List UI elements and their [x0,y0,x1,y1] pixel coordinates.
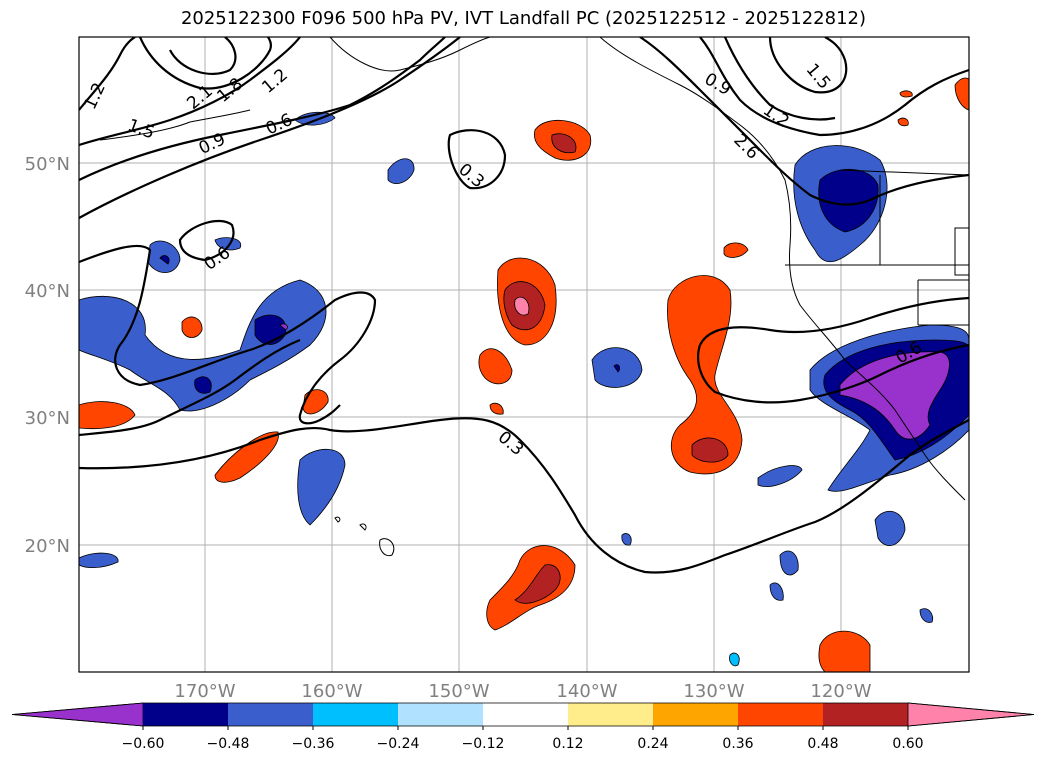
pv-blob [769,582,784,601]
pv-blob [489,402,504,415]
pv-blob [897,117,909,127]
pv-blob [954,77,969,111]
pv-blob [874,510,906,546]
lat-label: 50°N [25,154,70,175]
colorbar-segment [313,703,398,726]
pv-blob [621,533,632,546]
lon-label: 150°W [428,681,489,702]
pv-blob [302,389,329,415]
colorbar-tick-label: −0.24 [377,736,420,752]
colorbar-segment [823,703,908,726]
colorbar-tick-label: 0.24 [637,736,668,752]
lat-label: 30°N [25,408,70,429]
lon-label: 130°W [683,681,744,702]
colorbar-tick-label: −0.60 [122,736,165,752]
pv-contours [79,37,969,574]
colorbar-segment [228,703,313,726]
pv-blob [254,314,287,345]
colorbar-segment [653,703,738,726]
pv-blob [691,437,729,463]
pv-blob [779,550,799,576]
pv-blob [387,158,415,184]
pv-blob [613,364,621,373]
contour-label: 0.6 [263,110,296,140]
lon-label: 170°W [174,681,235,702]
contour-label: 2.6 [729,130,762,163]
pv-blob [214,431,279,483]
pv-blob [919,608,934,623]
colorbar-tick-label: −0.48 [207,736,250,752]
contour-label: 1.2 [80,80,110,113]
pv-blob [818,168,879,233]
colorbar-tick-label: −0.36 [292,736,335,752]
pv-blob [899,90,913,98]
lat-label: 20°N [25,536,70,557]
lon-label: 160°W [301,681,362,702]
colorbar-extend-max [907,702,1035,727]
contour-label: 0.3 [494,427,528,460]
lat-labels: 50°N 40°N 30°N 20°N [25,154,70,557]
pv-blob [159,255,170,265]
pv-blob [839,351,950,440]
pv-blob [667,275,743,475]
colorbar-segment [143,703,228,726]
colorbar-segment [738,703,823,726]
colorbar-ticks: −0.60 −0.48 −0.36 −0.24 −0.12 0.12 0.24 0.36 0.4… [122,726,924,752]
colorbar [11,702,1035,727]
pv-blob [279,323,288,331]
pv-negative-anomalies [79,111,969,667]
pv-blob [194,376,212,394]
pv-blob [478,348,513,385]
pv-blob [79,279,327,412]
colorbar-tick-label: 0.60 [892,736,923,752]
pv-blob [729,652,740,667]
pv-blob [514,564,561,604]
lon-label: 120°W [810,681,871,702]
pv-blob [723,242,749,258]
lon-labels: 170°W 160°W 150°W 140°W 130°W 120°W [174,681,871,702]
pv-positive-anomalies [79,77,969,672]
pv-blob [181,316,203,338]
colorbar-tick-label: −0.12 [462,736,505,752]
colorbar-tick-label: 0.48 [807,736,838,752]
pv-blob [79,401,136,430]
colorbar-segment [568,703,653,726]
pv-blob [551,133,577,154]
contour-label: 1.5 [125,115,157,143]
lon-label: 140°W [556,681,617,702]
colorbar-tick-label: 0.36 [722,736,753,752]
contour-label: 2.1 [183,81,217,114]
colorbar-tick-label: 0.12 [552,736,583,752]
map-frame [78,36,970,673]
pv-blob [297,448,346,526]
lat-label: 40°N [25,281,70,302]
colorbar-segment [398,703,483,726]
pv-blob [214,237,242,251]
pv-blob [514,296,530,316]
pv-blob [757,465,803,487]
pv-blob [818,630,871,672]
map-title: 2025122300 F096 500 hPa PV, IVT Landfall… [180,8,867,29]
pv-blob [79,552,119,569]
colorbar-segment [483,703,568,726]
coastlines [99,37,969,557]
colorbar-extend-min [11,702,144,727]
